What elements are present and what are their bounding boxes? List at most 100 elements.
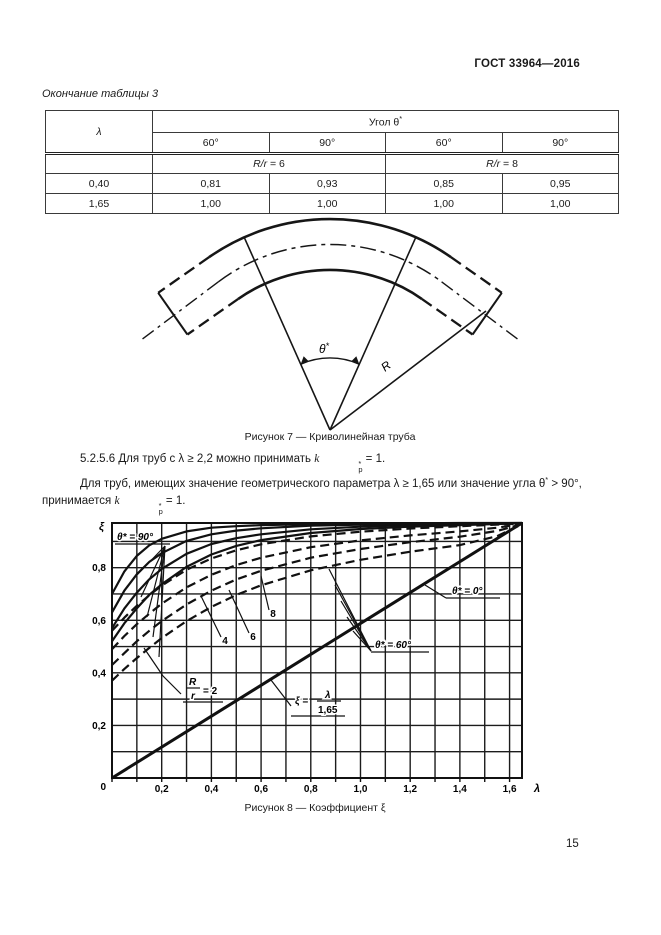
angle-arrowhead	[300, 356, 309, 365]
radius-line-right	[329, 236, 417, 431]
pipe-end-wall	[450, 256, 503, 294]
curve--90-r-r-2	[111, 521, 522, 595]
table-cell: 0,81	[152, 173, 270, 194]
x-tick-label: 1,4	[453, 784, 467, 795]
table-cell: 1,00	[268, 193, 386, 214]
origin-label: 0	[100, 782, 106, 793]
pipe-centerline-extension	[441, 281, 518, 340]
table-cell: 1,00	[152, 193, 270, 214]
x-axis-label: λ	[533, 783, 540, 795]
x-tick-label: 1,2	[403, 784, 417, 795]
pipe-end-wall	[186, 297, 239, 336]
table-group-header: R/r = 8	[384, 152, 620, 174]
paragraph-text: > 90°, принимается	[42, 477, 582, 508]
label-xi-formula: ξ =	[295, 696, 308, 707]
table-header-cell: 60°	[385, 132, 503, 154]
x-tick-label: 1,0	[354, 784, 368, 795]
label-rr-4: 4	[222, 636, 228, 647]
x-tick-label: 0,6	[254, 784, 268, 795]
label-xi-formula: λ	[324, 690, 331, 701]
angle-arc	[300, 357, 360, 365]
pipe-end-cap	[471, 292, 503, 336]
label-rr-2: = 2	[203, 686, 218, 697]
table-cell: 1,00	[385, 193, 503, 214]
table-cell: 0,40	[45, 173, 153, 194]
paragraph-text: = 1.	[362, 453, 386, 465]
figure7-caption: Рисунок 7 — Криволинейная труба	[244, 431, 416, 443]
curve--0-1-65-	[111, 521, 523, 780]
table-empty-cell	[45, 152, 153, 174]
label-theta-90-line	[158, 545, 166, 658]
figure8-caption: Рисунок 8 — Коэффициент ξ	[244, 802, 386, 814]
label-rr-2-line	[162, 675, 182, 695]
figure7-curved-pipe-drawing: θ* R	[142, 217, 518, 431]
y-tick-label: 0,2	[92, 721, 106, 732]
label-rr-8: 8	[270, 609, 276, 620]
label-rr-8-line	[260, 575, 270, 611]
table-cell: 0,93	[268, 173, 386, 194]
table-row: 1,65 1,00 1,00 1,00 1,00	[45, 193, 620, 214]
label-theta-60-line	[340, 600, 372, 652]
y-tick-label: 0,4	[92, 668, 106, 679]
table-header-angle: Угол θ*	[151, 110, 620, 133]
table-header-row: λ Угол θ*	[45, 110, 620, 154]
radius-r-line	[329, 310, 487, 431]
label-rr-6: 6	[250, 632, 256, 643]
pipe-end-wall	[157, 256, 210, 294]
table-header-cell: 60°	[152, 132, 270, 154]
table-cell: 0,85	[385, 173, 503, 194]
table-header-cell: 90°	[268, 132, 386, 154]
curve--90-r-r-6	[111, 522, 523, 629]
page-number: 15	[566, 838, 579, 850]
label-theta-60: θ* = 60°	[375, 640, 412, 651]
table-3: λ Угол θ* 60° 90° 60° 90° R/r = 6 R/r = …	[45, 110, 620, 214]
label-rr-2: r	[191, 691, 196, 702]
table-cell: 1,00	[501, 193, 620, 214]
theta-angle-label: θ*	[319, 341, 330, 356]
x-tick-label: 0,8	[304, 784, 318, 795]
label-theta-90-line	[140, 545, 166, 598]
table-header-cell: 90°	[501, 132, 620, 154]
table-group-header: R/r = 6	[152, 152, 386, 174]
label-theta-90: θ* = 90°	[117, 532, 154, 543]
curve--60-r-r-8	[111, 523, 523, 682]
table-header-lambda: λ	[45, 110, 153, 154]
label-rr-6-line	[228, 589, 250, 634]
label-theta-60-line	[346, 616, 372, 652]
label-xi-formula: 1,65	[318, 705, 338, 716]
pipe-end-cap	[157, 292, 189, 336]
label-theta-90-line	[146, 545, 166, 618]
label-theta-0: θ* = 0°	[452, 586, 483, 597]
pipe-centerline-extension	[142, 281, 219, 340]
label-xi-formula-line	[270, 679, 292, 707]
table-row: 0,40 0,81 0,93 0,85 0,95	[45, 173, 620, 194]
label-rr-4-line	[200, 595, 222, 638]
k-p-formula: k * р	[314, 453, 363, 474]
pipe-inner-arc	[237, 268, 423, 300]
label-theta-60-line	[352, 630, 372, 652]
label-rr-2: R	[189, 677, 197, 688]
table-cell: 1,65	[45, 193, 153, 214]
y-tick-label: 0,8	[92, 563, 106, 574]
table-caption: Окончание таблицы 3	[42, 88, 159, 100]
x-tick-label: 0,2	[155, 784, 169, 795]
document-code-header: ГОСТ 33964—2016	[474, 58, 580, 70]
figure8-coefficient-chart: 0,2 0,4 0,6 0,8 1,0 1,2 1,4 1,6 0,2 0,4 0,6 0,8 0 λ ξ θ…	[92, 521, 540, 795]
curve--90-r-r-8	[111, 522, 523, 642]
paragraph-text: = 1.	[162, 495, 186, 508]
y-tick-label: 0,6	[92, 616, 106, 627]
angle-arrowhead	[351, 356, 360, 365]
radius-line-left	[243, 236, 331, 431]
y-axis-label: ξ	[99, 521, 105, 533]
pipe-end-wall	[421, 297, 474, 336]
table-group-row: R/r = 6 R/r = 8	[45, 152, 620, 174]
k-p-formula: k * р	[114, 495, 163, 517]
pipe-outer-arc	[208, 217, 452, 259]
paragraph-condition: Для труб, имеющих значение геометрическо…	[42, 471, 622, 517]
radius-label: R	[378, 358, 394, 375]
label-theta-90-line	[152, 545, 166, 638]
paragraph-text: 5.2.5.6 Для труб с λ ≥ 2,2 можно принима…	[80, 453, 315, 465]
x-tick-label: 1,6	[503, 784, 517, 795]
theta-superscript: *	[545, 475, 549, 484]
